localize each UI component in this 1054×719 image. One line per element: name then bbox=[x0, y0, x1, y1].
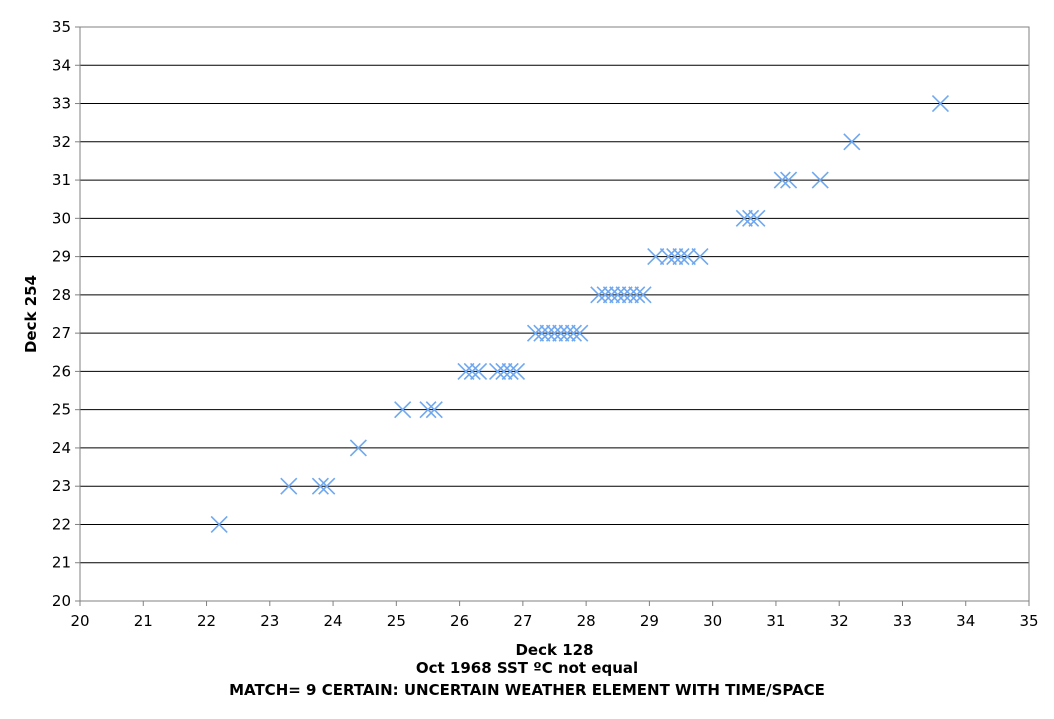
data-point bbox=[318, 477, 336, 495]
data-point bbox=[609, 286, 627, 304]
chart-caption: MATCH= 9 CERTAIN: UNCERTAIN WEATHER ELEM… bbox=[229, 681, 825, 699]
data-point bbox=[526, 324, 545, 342]
data-point bbox=[533, 324, 551, 342]
data-point bbox=[558, 324, 576, 342]
data-point bbox=[394, 401, 412, 419]
data-point bbox=[621, 286, 639, 304]
data-point bbox=[470, 362, 488, 380]
y-tick-label: 23 bbox=[52, 477, 71, 495]
x-tick-label: 31 bbox=[766, 612, 785, 630]
data-point bbox=[425, 401, 443, 419]
data-point bbox=[659, 248, 677, 266]
data-point bbox=[495, 362, 513, 380]
chart-subtitle: Oct 1968 SST ºC not equal bbox=[415, 659, 639, 677]
y-axis-ticks: 20 21 22 23 24 25 26 27 28 29 30 31 32 33 34 35 bbox=[52, 18, 80, 610]
data-points bbox=[210, 94, 949, 534]
y-tick-label: 30 bbox=[52, 209, 71, 227]
data-point bbox=[678, 248, 696, 266]
x-tick-label: 33 bbox=[893, 612, 912, 630]
x-axis-ticks: 20 21 22 23 24 25 26 27 28 29 30 31 32 33 34 35 bbox=[70, 601, 1039, 630]
data-point bbox=[311, 477, 329, 495]
data-point bbox=[596, 286, 614, 304]
data-point bbox=[280, 477, 298, 495]
data-point bbox=[602, 286, 621, 304]
y-tick-label: 33 bbox=[52, 95, 71, 113]
x-tick-label: 23 bbox=[260, 612, 279, 630]
data-point bbox=[552, 324, 570, 342]
data-point bbox=[748, 209, 766, 227]
y-tick-label: 25 bbox=[52, 401, 71, 419]
y-tick-label: 28 bbox=[52, 286, 71, 304]
data-point bbox=[457, 362, 475, 380]
y-tick-label: 27 bbox=[52, 324, 71, 342]
x-tick-label: 32 bbox=[830, 612, 849, 630]
data-point bbox=[672, 248, 690, 266]
y-tick-label: 29 bbox=[52, 248, 71, 266]
data-point bbox=[742, 209, 760, 227]
x-axis-title: Deck 128 bbox=[515, 641, 593, 659]
plot-area bbox=[79, 26, 1030, 602]
data-point bbox=[647, 248, 665, 266]
x-tick-label: 27 bbox=[513, 612, 532, 630]
y-tick-label: 31 bbox=[52, 171, 71, 189]
x-tick-label: 29 bbox=[640, 612, 659, 630]
data-point bbox=[590, 286, 608, 304]
data-point bbox=[780, 171, 798, 189]
data-point bbox=[539, 324, 557, 342]
x-tick-label: 26 bbox=[450, 612, 469, 630]
x-tick-label: 28 bbox=[577, 612, 596, 630]
data-point bbox=[507, 362, 526, 380]
data-point bbox=[419, 401, 437, 419]
y-tick-label: 22 bbox=[52, 515, 71, 533]
x-tick-label: 34 bbox=[956, 612, 975, 630]
y-tick-label: 21 bbox=[52, 554, 71, 572]
data-point bbox=[773, 171, 791, 189]
data-point bbox=[501, 362, 519, 380]
data-point bbox=[843, 133, 861, 151]
x-tick-label: 30 bbox=[703, 612, 722, 630]
x-tick-label: 25 bbox=[387, 612, 406, 630]
data-point bbox=[463, 362, 481, 380]
x-tick-label: 24 bbox=[324, 612, 343, 630]
data-point bbox=[634, 286, 652, 304]
data-point bbox=[564, 324, 583, 342]
data-point bbox=[210, 515, 228, 534]
y-tick-label: 32 bbox=[52, 133, 71, 151]
data-point bbox=[488, 362, 507, 380]
x-tick-label: 22 bbox=[197, 612, 216, 630]
x-tick-label: 20 bbox=[70, 612, 89, 630]
data-point bbox=[811, 171, 829, 189]
x-tick-label: 35 bbox=[1019, 612, 1038, 630]
x-tick-label: 21 bbox=[134, 612, 153, 630]
y-axis-title: Deck 254 bbox=[22, 275, 40, 353]
data-point bbox=[666, 248, 684, 266]
y-tick-label: 20 bbox=[52, 592, 71, 610]
data-point bbox=[571, 324, 589, 342]
data-point bbox=[691, 248, 709, 266]
data-point bbox=[735, 209, 753, 227]
gridlines bbox=[80, 64, 1029, 564]
y-tick-label: 34 bbox=[52, 56, 71, 74]
data-point bbox=[931, 94, 949, 113]
data-point bbox=[545, 324, 564, 342]
y-tick-label: 24 bbox=[52, 439, 71, 457]
data-point bbox=[615, 286, 633, 304]
data-point bbox=[628, 286, 646, 304]
y-tick-label: 26 bbox=[52, 362, 71, 380]
data-point bbox=[349, 439, 367, 457]
y-tick-label: 35 bbox=[52, 18, 71, 36]
